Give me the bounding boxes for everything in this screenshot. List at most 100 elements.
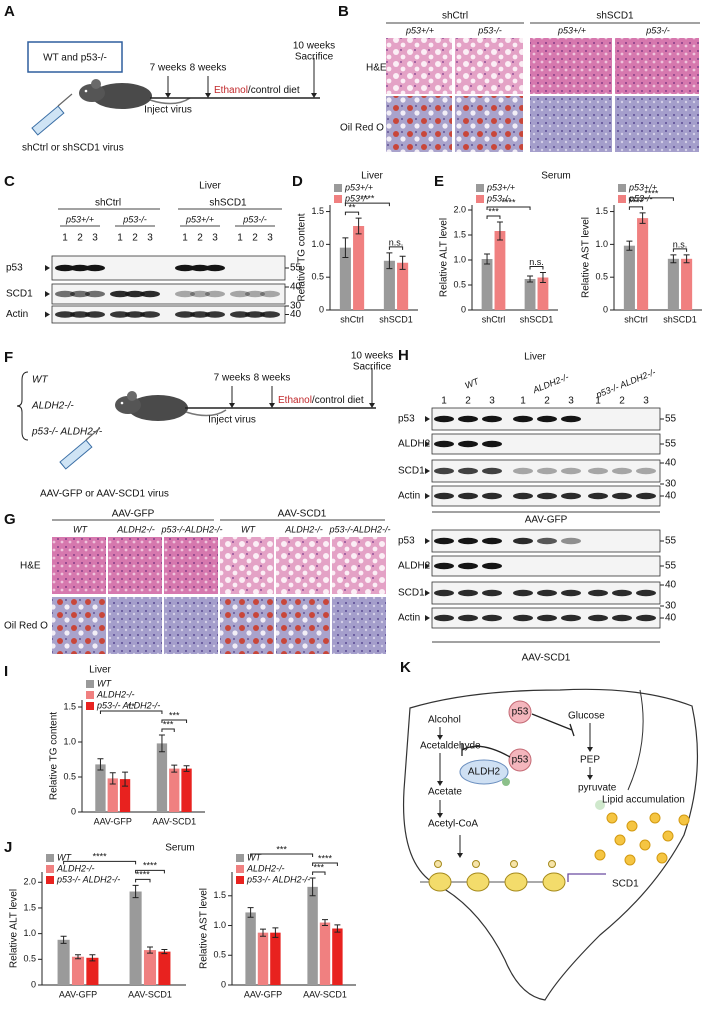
label: 7 weeks <box>214 373 251 384</box>
x-tick-label: AAV-GFP <box>59 989 97 999</box>
label: 2 <box>465 396 471 407</box>
lipid-droplet <box>594 849 606 861</box>
band <box>230 311 250 318</box>
band <box>125 290 145 298</box>
row-label: p53 <box>6 263 23 274</box>
label: Acetate <box>428 787 462 798</box>
y-tick-label: 0 <box>221 979 226 989</box>
error-bar <box>109 772 116 785</box>
bar <box>481 259 493 310</box>
label: 3 <box>267 233 273 244</box>
error-bar <box>247 907 254 918</box>
syringe-needle <box>57 93 73 107</box>
arrow-head <box>587 747 593 752</box>
panel-label: I <box>4 663 8 680</box>
legend-swatch <box>86 680 94 688</box>
legend-swatch <box>334 195 342 203</box>
significance-label: ** <box>128 701 136 711</box>
band <box>434 467 454 475</box>
band <box>205 290 225 298</box>
band <box>636 467 656 475</box>
bar <box>332 928 343 985</box>
bar <box>537 277 549 310</box>
bar <box>129 891 142 985</box>
legend-label: p53+/+ <box>344 182 373 192</box>
band <box>458 614 478 622</box>
y-tick-label: 0.5 <box>311 272 324 282</box>
error-bar <box>183 765 190 772</box>
band <box>175 264 195 272</box>
label: 3 <box>489 396 495 407</box>
band <box>513 467 533 475</box>
label: ALDH2-/- <box>116 524 155 534</box>
bar <box>107 778 118 812</box>
liver-lobe <box>627 689 644 791</box>
panel-label: A <box>4 3 15 20</box>
row-label: p53 <box>398 414 415 425</box>
y-tick-label: 2.0 <box>23 877 36 887</box>
histology-image <box>108 537 162 594</box>
arrow-head <box>165 93 171 98</box>
significance-bracket <box>529 266 544 270</box>
error-bar <box>670 254 677 264</box>
diet-part: /control diet <box>248 85 300 96</box>
significance-label: **** <box>136 870 151 880</box>
band <box>55 264 75 272</box>
inhibit <box>531 713 575 737</box>
legend-label: WT <box>97 678 112 688</box>
band <box>260 290 280 298</box>
tss-arrow <box>567 873 606 882</box>
label: Liver <box>524 352 546 363</box>
row-pointer <box>425 563 430 569</box>
band <box>561 492 581 500</box>
band <box>612 614 632 622</box>
legend-swatch <box>46 865 54 873</box>
legend-swatch <box>236 876 244 884</box>
band <box>482 415 502 423</box>
significance-label: **** <box>629 197 644 207</box>
band <box>513 589 533 597</box>
x-tick-label: shCtrl <box>482 314 506 324</box>
x-tick-label: shCtrl <box>624 314 648 324</box>
histology-image <box>52 597 106 654</box>
deco <box>502 778 510 786</box>
band <box>561 415 581 423</box>
label: p53+/+ <box>557 25 586 35</box>
label: Inject virus <box>208 415 256 426</box>
label: p53-/- <box>477 25 502 35</box>
significance-bracket <box>63 860 137 865</box>
band <box>245 290 265 298</box>
legend-swatch <box>476 195 484 203</box>
significance-label: **** <box>502 197 517 207</box>
row-label: Actin <box>398 491 420 502</box>
label: Lipid accumulation <box>602 795 685 806</box>
panel-label: E <box>434 173 444 190</box>
band <box>140 311 160 318</box>
significance-label: ** <box>348 203 356 213</box>
label: PEP <box>580 755 600 766</box>
label: shCtrl <box>442 11 468 22</box>
label: AAV-GFP <box>525 515 568 526</box>
significance-bracket <box>672 248 688 252</box>
band <box>190 264 210 272</box>
y-tick-label: 1.5 <box>453 229 466 239</box>
error-bar <box>272 927 279 938</box>
band <box>55 290 75 298</box>
label: 1 <box>182 233 188 244</box>
label: Sacrifice <box>353 362 392 373</box>
band <box>140 290 160 298</box>
significance-label: *** <box>314 862 325 872</box>
legend-swatch <box>618 184 626 192</box>
arrow-head <box>311 93 317 98</box>
genotype-box <box>27 41 123 73</box>
mouse-body <box>128 395 188 421</box>
y-tick-label: 2.0 <box>453 204 466 214</box>
row-pointer <box>45 291 50 297</box>
syringe <box>59 439 93 470</box>
significance-bracket <box>628 197 674 201</box>
histology-image <box>108 597 162 654</box>
marker-label: 55 <box>290 263 302 274</box>
band <box>260 311 280 318</box>
panel-label: J <box>4 839 12 856</box>
y-axis-label: Relative ALT level <box>9 889 20 968</box>
